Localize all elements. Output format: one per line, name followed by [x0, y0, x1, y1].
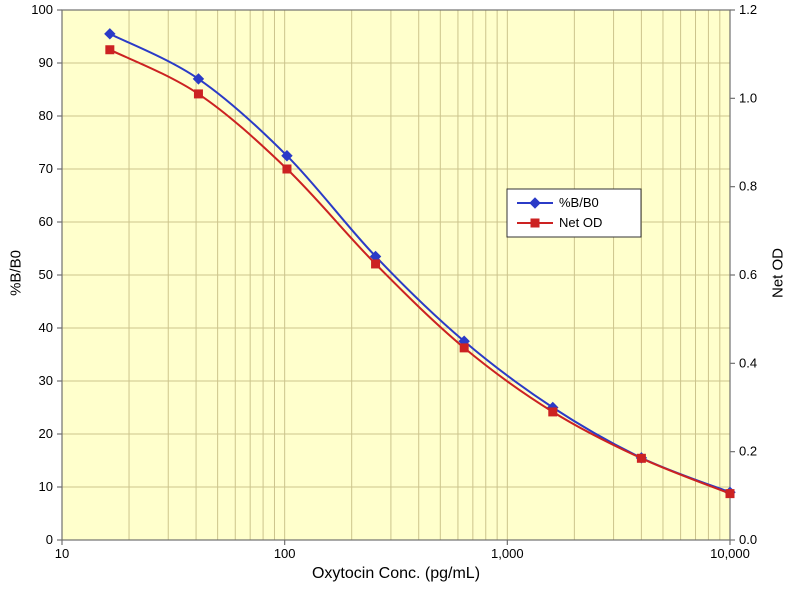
y-right-tick-label: 1.0: [739, 90, 757, 105]
y-right-tick-label: 0.6: [739, 267, 757, 282]
y-left-tick-label: 30: [39, 373, 53, 388]
data-point-marker: [193, 89, 203, 99]
y-right-tick-label: 0.4: [739, 355, 757, 370]
y-right-tick-label: 0.2: [739, 444, 757, 459]
data-point-marker: [281, 150, 293, 162]
data-point-marker: [371, 259, 381, 269]
data-point-marker: [192, 73, 205, 85]
y-left-tick-label: 60: [39, 214, 53, 229]
left-y-axis-title: %B/B0: [7, 250, 25, 296]
legend-label: %B/B0: [559, 195, 599, 210]
y-left-tick-label: 40: [39, 320, 53, 335]
legend-box: [506, 188, 642, 238]
data-point-marker: [459, 343, 469, 353]
y-left-tick-label: 0: [46, 532, 53, 547]
legend: %B/B0 Net OD: [506, 188, 642, 238]
data-point-marker: [725, 489, 735, 499]
right-y-axis-title: Net OD: [769, 247, 787, 299]
y-left-tick-label: 80: [39, 108, 53, 123]
legend-label: Net OD: [559, 215, 602, 230]
series-netod: [105, 45, 735, 499]
y-right-tick-label: 0.8: [739, 179, 757, 194]
y-left-tick-label: 100: [31, 2, 53, 17]
data-point-marker: [636, 453, 646, 463]
legend-marker: [530, 218, 540, 228]
x-tick-label: 100: [274, 546, 296, 561]
data-point-marker: [104, 28, 116, 40]
y-left-tick-label: 10: [39, 479, 53, 494]
data-point-marker: [105, 45, 115, 55]
y-left-tick-label: 50: [39, 267, 53, 282]
x-tick-label: 10: [55, 546, 69, 561]
x-tick-label: 10,000: [710, 546, 750, 561]
y-left-tick-label: 20: [39, 426, 53, 441]
data-point-marker: [548, 407, 558, 417]
data-point-marker: [282, 164, 292, 174]
axis-ticks: [57, 9, 735, 545]
y-left-tick-label: 90: [39, 55, 53, 70]
legend-marker: [529, 197, 541, 209]
tick-labels: 01020304050607080901000.00.20.40.60.81.0…: [31, 2, 757, 561]
y-right-tick-label: 0.0: [739, 532, 757, 547]
x-tick-label: 1,000: [491, 546, 524, 561]
x-axis-title: Oxytocin Conc. (pg/mL): [311, 565, 481, 582]
y-right-tick-label: 1.2: [739, 2, 757, 17]
series-line: [109, 48, 731, 495]
y-left-tick-label: 70: [39, 161, 53, 176]
